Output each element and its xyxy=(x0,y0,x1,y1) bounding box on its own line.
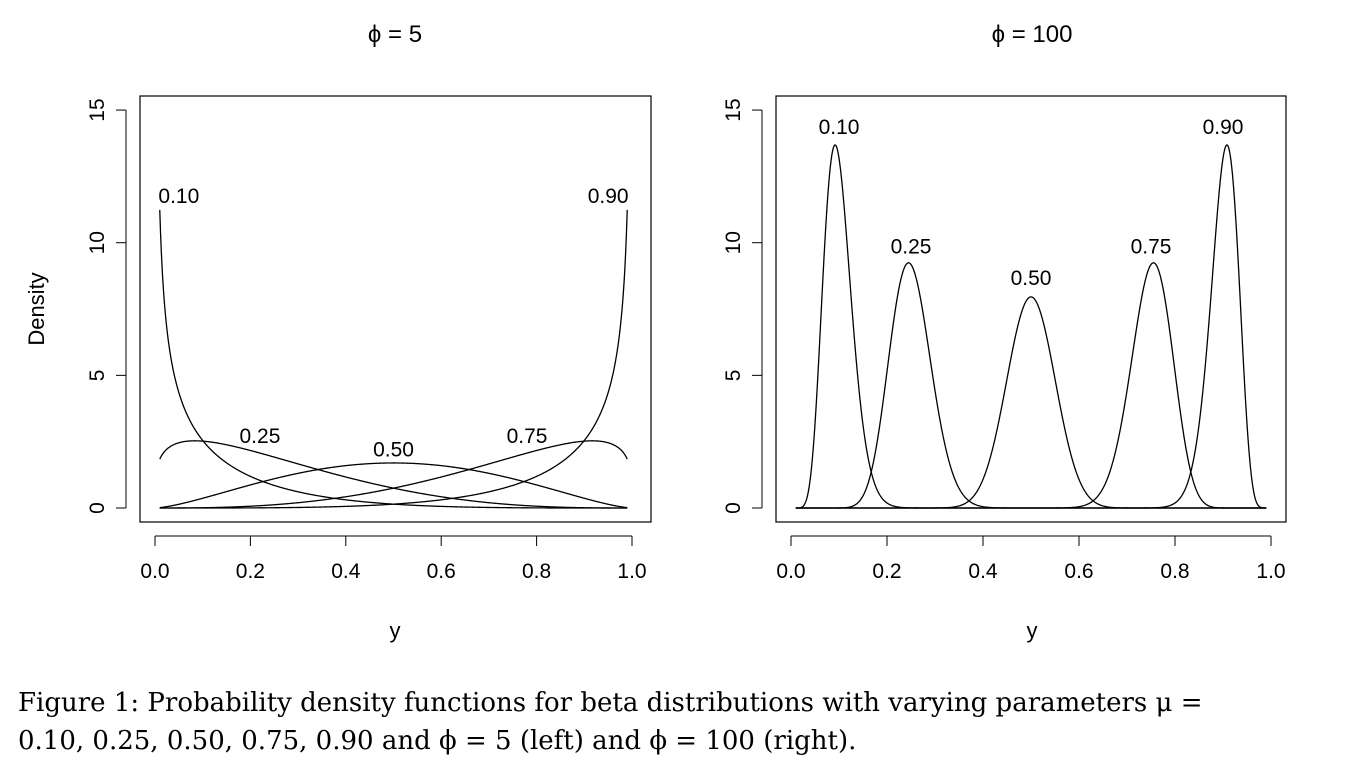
caption-line-1: Figure 1: Probability density functions … xyxy=(18,688,1203,718)
x-axis-label: y xyxy=(390,618,401,643)
y-tick-label: 0 xyxy=(86,502,109,514)
x-tick-label: 0.4 xyxy=(331,560,361,583)
panel-title: ϕ = 5 xyxy=(368,21,422,48)
y-axis-label: Density xyxy=(24,272,49,345)
x-tick-label: 0.2 xyxy=(872,560,901,583)
curve-label-0.90: 0.90 xyxy=(1203,116,1244,139)
x-axis-label: y xyxy=(1027,618,1038,643)
figure-caption: Figure 1: Probability density functions … xyxy=(18,684,1328,760)
y-tick-label: 0 xyxy=(722,502,745,514)
curve-label-0.90: 0.90 xyxy=(588,185,629,208)
density-curve-0.75 xyxy=(159,440,628,509)
density-curve-0.50 xyxy=(159,462,628,509)
density-curve-0.10 xyxy=(795,144,1267,509)
curve-label-0.75: 0.75 xyxy=(1131,235,1172,258)
density-curve-0.50 xyxy=(795,296,1267,509)
density-curve-0.90 xyxy=(159,209,628,509)
curve-label-0.10: 0.10 xyxy=(158,185,199,208)
curve-label-0.50: 0.50 xyxy=(373,438,414,461)
x-tick-label: 0.8 xyxy=(522,560,551,583)
curve-label-0.10: 0.10 xyxy=(819,116,860,139)
x-tick-label: 0.4 xyxy=(968,560,998,583)
x-tick-label: 0.6 xyxy=(1064,560,1093,583)
curve-label-0.25: 0.25 xyxy=(240,425,281,448)
x-tick-label: 0.0 xyxy=(140,560,169,583)
plot-box xyxy=(775,95,1287,523)
x-tick-label: 1.0 xyxy=(1256,560,1285,583)
density-curve-0.75 xyxy=(795,262,1267,509)
y-tick-label: 5 xyxy=(86,370,109,382)
plot-box xyxy=(139,95,652,523)
density-curve-0.25 xyxy=(795,262,1267,509)
density-curve-0.90 xyxy=(795,144,1267,509)
x-tick-label: 0.8 xyxy=(1160,560,1189,583)
panel-right: ϕ = 100 0 5 10 15 0.0 0.2 0.4 0.6 0.8 1.0 0.10 0.… xyxy=(722,21,1287,643)
curve-label-0.25: 0.25 xyxy=(891,235,932,258)
x-tick-label: 1.0 xyxy=(617,560,646,583)
curve-label-0.50: 0.50 xyxy=(1011,267,1052,290)
panel-title: ϕ = 100 xyxy=(992,21,1073,48)
curve-label-0.75: 0.75 xyxy=(507,425,548,448)
y-tick-label: 15 xyxy=(722,98,745,121)
caption-line-2: 0.10, 0.25, 0.50, 0.75, 0.90 and ϕ = 5 (… xyxy=(18,726,857,756)
y-tick-label: 15 xyxy=(86,98,109,121)
x-tick-label: 0.0 xyxy=(776,560,805,583)
y-tick-label: 10 xyxy=(722,231,745,254)
panel-left: ϕ = 5 0 5 10 15 0.0 0.2 0.4 0.6 0.8 1.0 0.10 0.25… xyxy=(24,21,652,643)
y-tick-label: 10 xyxy=(86,231,109,254)
x-tick-label: 0.2 xyxy=(236,560,265,583)
y-tick-label: 5 xyxy=(722,370,745,382)
x-tick-label: 0.6 xyxy=(427,560,456,583)
